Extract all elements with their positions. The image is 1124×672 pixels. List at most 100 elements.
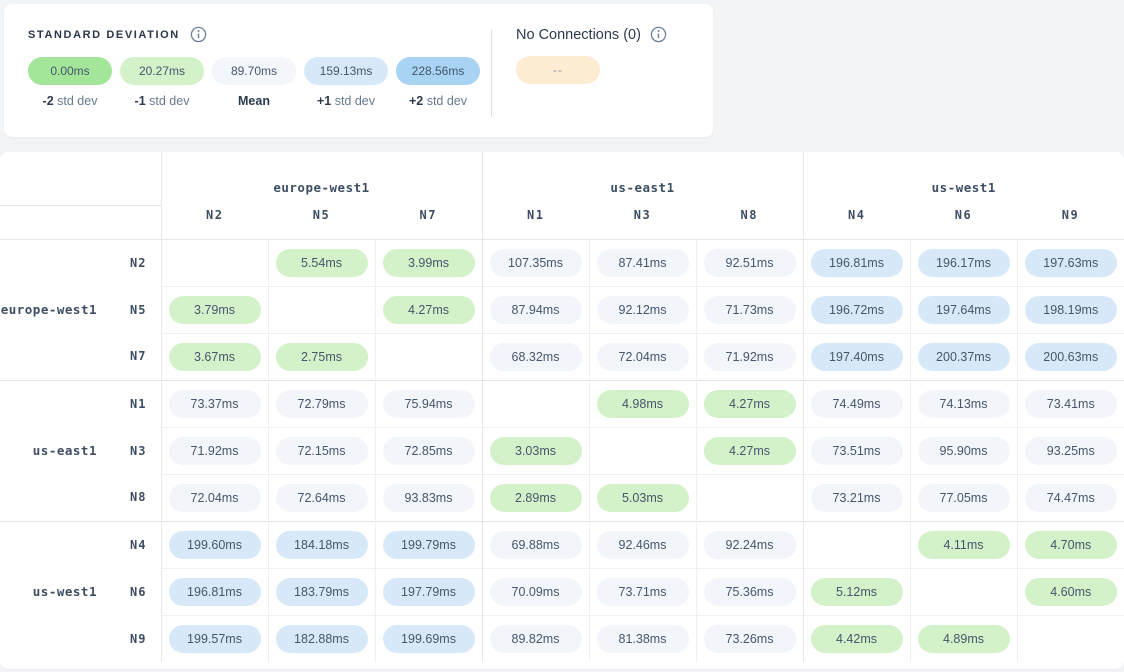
latency-pill[interactable]: 4.27ms: [703, 389, 796, 418]
latency-pill[interactable]: 3.67ms: [168, 342, 261, 371]
latency-pill[interactable]: 87.41ms: [596, 248, 689, 277]
latency-pill[interactable]: 4.98ms: [596, 389, 689, 418]
latency-pill[interactable]: 4.42ms: [810, 624, 903, 653]
cell-N7-N9[interactable]: 200.63ms: [1016, 332, 1124, 380]
latency-pill[interactable]: 72.15ms: [275, 436, 368, 465]
latency-pill[interactable]: 93.83ms: [382, 483, 475, 512]
latency-pill[interactable]: 72.04ms: [596, 342, 689, 371]
latency-pill[interactable]: 73.51ms: [810, 436, 903, 465]
latency-pill[interactable]: 73.37ms: [168, 389, 261, 418]
latency-pill[interactable]: 196.17ms: [917, 248, 1010, 277]
cell-N1-N4[interactable]: 74.49ms: [802, 379, 910, 427]
latency-pill[interactable]: 68.32ms: [489, 342, 582, 371]
latency-pill[interactable]: 2.75ms: [275, 342, 368, 371]
latency-pill[interactable]: 3.99ms: [382, 248, 475, 277]
latency-pill[interactable]: 197.40ms: [810, 342, 903, 371]
latency-pill[interactable]: 197.64ms: [917, 295, 1010, 324]
cell-N5-N6[interactable]: 197.64ms: [909, 285, 1017, 333]
cell-N9-N3[interactable]: 81.38ms: [588, 614, 696, 662]
cell-N8-N9[interactable]: 74.47ms: [1016, 473, 1124, 521]
cell-N3-N9[interactable]: 93.25ms: [1016, 426, 1124, 474]
cell-N2-N7[interactable]: 3.99ms: [374, 239, 482, 286]
cell-N1-N5[interactable]: 72.79ms: [267, 379, 375, 427]
cell-N9-N2[interactable]: 199.57ms: [160, 614, 268, 662]
latency-pill[interactable]: 196.81ms: [168, 577, 261, 606]
cell-N4-N6[interactable]: 4.11ms: [909, 520, 1017, 568]
latency-pill[interactable]: 73.41ms: [1024, 389, 1117, 418]
cell-N8-N1[interactable]: 2.89ms: [481, 473, 589, 521]
latency-pill[interactable]: 71.73ms: [703, 295, 796, 324]
latency-pill[interactable]: 4.70ms: [1024, 530, 1117, 559]
cell-N4-N3[interactable]: 92.46ms: [588, 520, 696, 568]
cell-N7-N5[interactable]: 2.75ms: [267, 332, 375, 380]
cell-N9-N4[interactable]: 4.42ms: [802, 614, 910, 662]
cell-N7-N1[interactable]: 68.32ms: [481, 332, 589, 380]
cell-N3-N7[interactable]: 72.85ms: [374, 426, 482, 474]
latency-pill[interactable]: 199.69ms: [382, 624, 475, 653]
latency-pill[interactable]: 5.12ms: [810, 577, 903, 606]
latency-pill[interactable]: 72.85ms: [382, 436, 475, 465]
latency-pill[interactable]: 4.11ms: [917, 530, 1010, 559]
cell-N3-N6[interactable]: 95.90ms: [909, 426, 1017, 474]
latency-pill[interactable]: 183.79ms: [275, 577, 368, 606]
cell-N8-N3[interactable]: 5.03ms: [588, 473, 696, 521]
latency-pill[interactable]: 87.94ms: [489, 295, 582, 324]
latency-pill[interactable]: 5.03ms: [596, 483, 689, 512]
latency-pill[interactable]: 5.54ms: [275, 248, 368, 277]
latency-pill[interactable]: 73.71ms: [596, 577, 689, 606]
latency-pill[interactable]: 74.47ms: [1024, 483, 1117, 512]
cell-N1-N9[interactable]: 73.41ms: [1016, 379, 1124, 427]
cell-N5-N8[interactable]: 71.73ms: [695, 285, 803, 333]
cell-N7-N3[interactable]: 72.04ms: [588, 332, 696, 380]
cell-N5-N7[interactable]: 4.27ms: [374, 285, 482, 333]
latency-pill[interactable]: 89.82ms: [489, 624, 582, 653]
latency-pill[interactable]: 107.35ms: [489, 248, 582, 277]
cell-N3-N8[interactable]: 4.27ms: [695, 426, 803, 474]
cell-N7-N6[interactable]: 200.37ms: [909, 332, 1017, 380]
cell-N5-N3[interactable]: 92.12ms: [588, 285, 696, 333]
cell-N6-N7[interactable]: 197.79ms: [374, 567, 482, 615]
latency-pill[interactable]: 72.64ms: [275, 483, 368, 512]
cell-N4-N1[interactable]: 69.88ms: [481, 520, 589, 568]
cell-N6-N3[interactable]: 73.71ms: [588, 567, 696, 615]
latency-pill[interactable]: 71.92ms: [703, 342, 796, 371]
latency-pill[interactable]: 3.79ms: [168, 295, 261, 324]
cell-N9-N6[interactable]: 4.89ms: [909, 614, 1017, 662]
latency-pill[interactable]: 81.38ms: [596, 624, 689, 653]
latency-pill[interactable]: 77.05ms: [917, 483, 1010, 512]
latency-pill[interactable]: 197.79ms: [382, 577, 475, 606]
cell-N2-N5[interactable]: 5.54ms: [267, 239, 375, 286]
cell-N8-N6[interactable]: 77.05ms: [909, 473, 1017, 521]
cell-N2-N8[interactable]: 92.51ms: [695, 239, 803, 286]
latency-pill[interactable]: 92.12ms: [596, 295, 689, 324]
latency-pill[interactable]: 92.51ms: [703, 248, 796, 277]
latency-pill[interactable]: 72.04ms: [168, 483, 261, 512]
latency-pill[interactable]: 199.79ms: [382, 530, 475, 559]
latency-pill[interactable]: 73.21ms: [810, 483, 903, 512]
cell-N2-N3[interactable]: 87.41ms: [588, 239, 696, 286]
latency-pill[interactable]: 72.79ms: [275, 389, 368, 418]
cell-N1-N6[interactable]: 74.13ms: [909, 379, 1017, 427]
cell-N3-N4[interactable]: 73.51ms: [802, 426, 910, 474]
cell-N6-N9[interactable]: 4.60ms: [1016, 567, 1124, 615]
cell-N7-N8[interactable]: 71.92ms: [695, 332, 803, 380]
latency-pill[interactable]: 196.81ms: [810, 248, 903, 277]
cell-N4-N9[interactable]: 4.70ms: [1016, 520, 1124, 568]
cell-N6-N1[interactable]: 70.09ms: [481, 567, 589, 615]
latency-pill[interactable]: 197.63ms: [1024, 248, 1117, 277]
cell-N8-N5[interactable]: 72.64ms: [267, 473, 375, 521]
latency-pill[interactable]: 92.24ms: [703, 530, 796, 559]
latency-pill[interactable]: 2.89ms: [489, 483, 582, 512]
cell-N3-N1[interactable]: 3.03ms: [481, 426, 589, 474]
cell-N5-N2[interactable]: 3.79ms: [160, 285, 268, 333]
cell-N1-N7[interactable]: 75.94ms: [374, 379, 482, 427]
cell-N6-N8[interactable]: 75.36ms: [695, 567, 803, 615]
cell-N8-N2[interactable]: 72.04ms: [160, 473, 268, 521]
latency-pill[interactable]: 182.88ms: [275, 624, 368, 653]
cell-N4-N2[interactable]: 199.60ms: [160, 520, 268, 568]
latency-pill[interactable]: 4.60ms: [1024, 577, 1117, 606]
cell-N3-N5[interactable]: 72.15ms: [267, 426, 375, 474]
latency-pill[interactable]: 70.09ms: [489, 577, 582, 606]
cell-N5-N4[interactable]: 196.72ms: [802, 285, 910, 333]
latency-pill[interactable]: 93.25ms: [1024, 436, 1117, 465]
